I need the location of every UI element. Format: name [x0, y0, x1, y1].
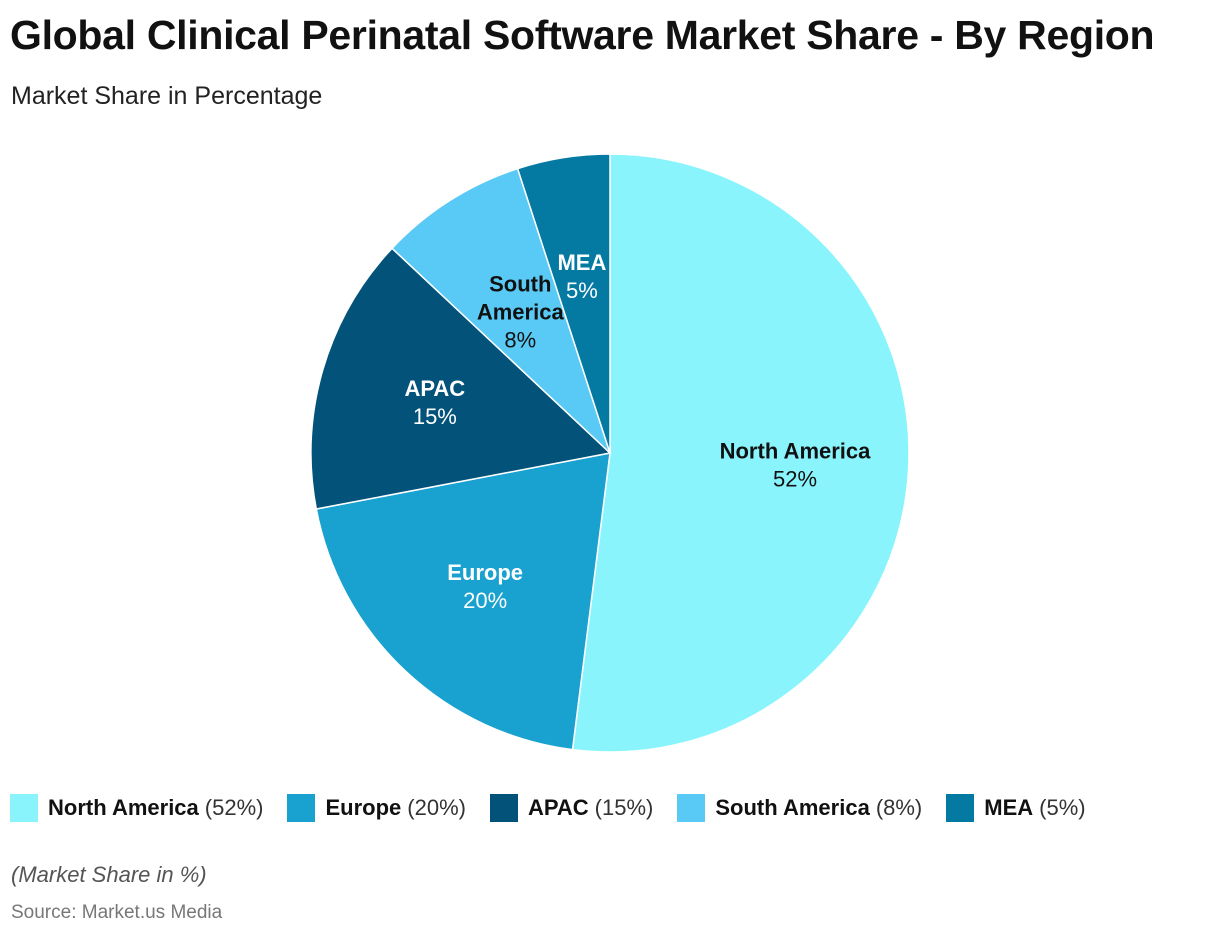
- pie-slice-north-america[interactable]: [571, 153, 910, 753]
- legend-value: (20%): [407, 795, 466, 820]
- chart-legend: North America (52%) Europe (20%) APAC (1…: [10, 792, 1110, 824]
- legend-value: (52%): [204, 795, 264, 820]
- pie-slice-apac[interactable]: [310, 247, 612, 510]
- legend-item-south-america[interactable]: South America (8%): [677, 794, 922, 822]
- legend-swatch: [946, 794, 975, 822]
- slice-value-mea: 5%: [566, 278, 598, 303]
- legend-label: North America: [48, 795, 199, 820]
- slice-label-south-america: South: [489, 272, 551, 297]
- pie-slice-europe[interactable]: [315, 452, 611, 751]
- legend-swatch: [10, 794, 38, 822]
- legend-label: MEA: [984, 795, 1034, 820]
- legend-label: Europe: [325, 795, 402, 820]
- pie-chart: North America 52% Europe 20% APAC 15% South Ame…: [310, 153, 910, 753]
- legend-item-north-america[interactable]: North America (52%): [10, 794, 263, 822]
- legend-swatch: [677, 794, 706, 822]
- legend-item-mea[interactable]: MEA (5%): [946, 794, 1086, 822]
- legend-item-europe[interactable]: Europe (20%): [287, 794, 466, 822]
- slice-value-europe: 20%: [463, 588, 507, 613]
- legend-value: (15%): [594, 795, 654, 820]
- pie-labels: North America 52% Europe 20% APAC 15% South Ame…: [404, 250, 871, 613]
- slice-label-south-america: America: [477, 300, 565, 325]
- pie-slice-south-america[interactable]: [390, 167, 611, 454]
- slice-label-apac: APAC: [404, 376, 465, 401]
- slice-label-europe: Europe: [447, 560, 523, 585]
- legend-value: (5%): [1039, 795, 1086, 820]
- slice-label-north-america: North America: [720, 439, 872, 464]
- pie-slices: [310, 153, 910, 753]
- pie-slice-mea[interactable]: [516, 153, 611, 454]
- legend-swatch: [489, 794, 518, 822]
- slice-value-south-america: 8%: [504, 328, 536, 353]
- legend-item-apac[interactable]: APAC (15%): [489, 794, 654, 822]
- legend-value: (8%): [875, 795, 923, 820]
- slice-value-north-america: 52%: [773, 467, 817, 492]
- legend-swatch: [287, 794, 316, 822]
- slice-label-mea: MEA: [557, 250, 606, 275]
- chart-note: (Market Share in %): [11, 862, 207, 887]
- chart-title: Global Clinical Perinatal Software Marke…: [10, 12, 1155, 58]
- legend-label: South America: [715, 795, 870, 820]
- legend-label: APAC: [527, 795, 589, 820]
- slice-value-apac: 15%: [413, 404, 457, 429]
- chart-source: Source: Market.us Media: [11, 902, 223, 923]
- chart-subtitle: Market Share in Percentage: [11, 82, 323, 110]
